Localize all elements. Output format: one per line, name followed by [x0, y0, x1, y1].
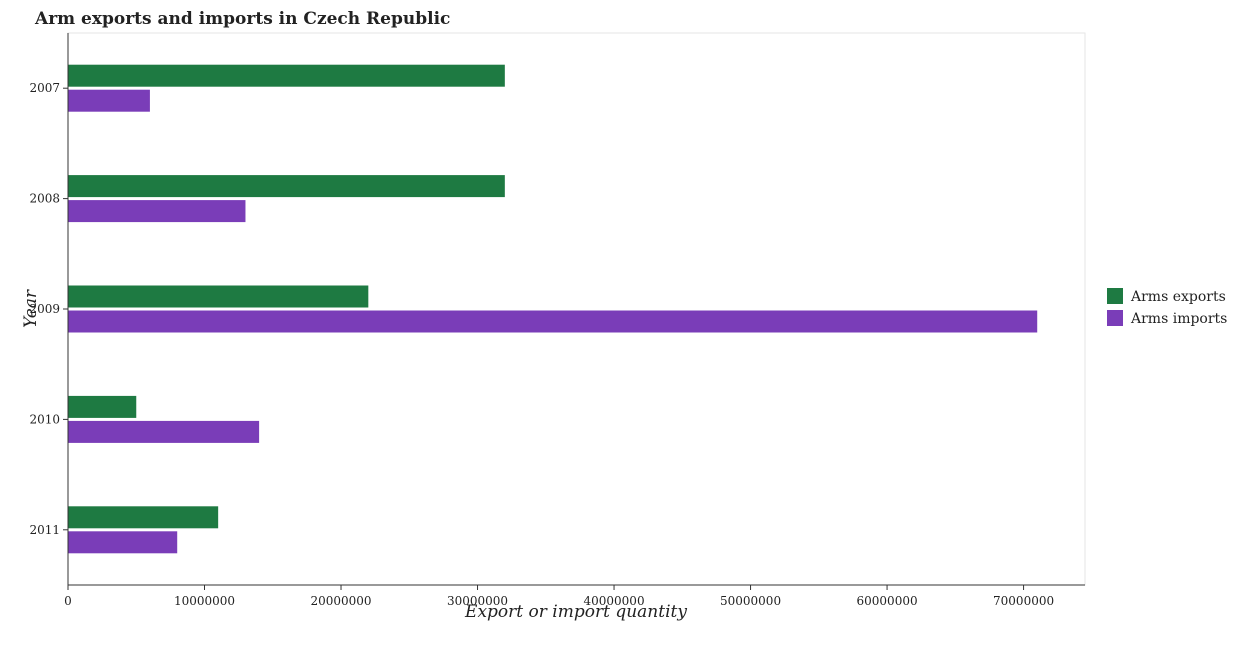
- x-tick-label-1: 10000000: [174, 594, 235, 608]
- y-tick-label-2011: 2011: [29, 523, 60, 537]
- y-tick-label-2009: 2009: [29, 302, 60, 316]
- bar-arms-imports-2009: [68, 310, 1038, 333]
- x-tick-label-3: 30000000: [447, 594, 508, 608]
- y-axis-title: Year: [21, 289, 41, 328]
- plot-frame: [67, 32, 1086, 586]
- bars-layer: [68, 64, 1038, 554]
- legend-swatch-arms-imports: [1107, 310, 1123, 326]
- y-tick-label-2008: 2008: [29, 192, 60, 206]
- bar-arms-imports-2007: [68, 89, 150, 112]
- x-tick-label-0: 0: [64, 594, 72, 608]
- legend-label-arms-imports: Arms imports: [1130, 311, 1227, 327]
- chart-title: Arm exports and imports in Czech Republi…: [34, 9, 450, 29]
- bar-arms-exports-2011: [68, 506, 219, 529]
- bar-arms-exports-2009: [68, 285, 369, 308]
- legend-label-arms-exports: Arms exports: [1130, 289, 1226, 305]
- bar-arms-exports-2008: [68, 175, 505, 198]
- x-tick-label-4: 40000000: [584, 594, 645, 608]
- x-tick-label-5: 50000000: [720, 594, 781, 608]
- bar-arms-exports-2010: [68, 395, 137, 418]
- x-tick-label-6: 60000000: [857, 594, 918, 608]
- y-tick-label-2007: 2007: [29, 81, 60, 95]
- legend-swatch-arms-exports: [1107, 288, 1123, 304]
- x-axis-title: Export or import quantity: [464, 602, 687, 622]
- axes-layer: 2007 2008 2009 2010 2011 0 10000000 20000000 300…: [29, 33, 1085, 608]
- y-tick-label-2010: 2010: [29, 412, 60, 426]
- x-tick-label-7: 70000000: [993, 594, 1054, 608]
- bar-arms-imports-2011: [68, 531, 178, 554]
- legend: Arms exports Arms imports: [1107, 288, 1227, 327]
- bar-arms-exports-2007: [68, 64, 505, 87]
- bar-arms-imports-2010: [68, 420, 260, 443]
- x-tick-label-2: 20000000: [310, 594, 371, 608]
- bar-arms-imports-2008: [68, 200, 246, 223]
